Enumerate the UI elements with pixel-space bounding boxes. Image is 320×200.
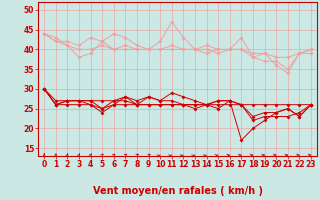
X-axis label: Vent moyen/en rafales ( km/h ): Vent moyen/en rafales ( km/h ) bbox=[92, 186, 263, 196]
